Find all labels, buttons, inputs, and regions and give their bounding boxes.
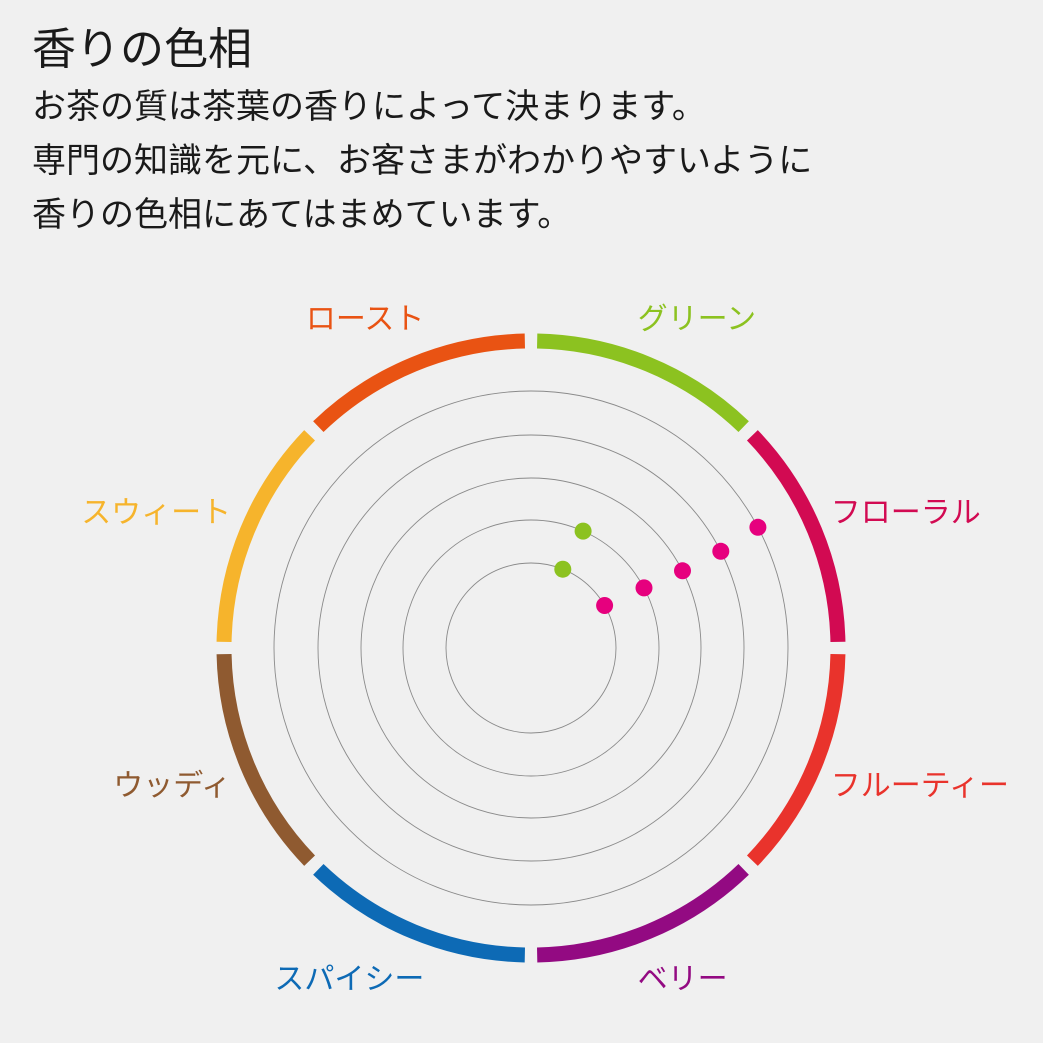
category-label-1: グリーン xyxy=(638,302,757,337)
segment-7 xyxy=(216,430,316,642)
data-point xyxy=(749,518,767,536)
segment-5 xyxy=(313,863,525,963)
data-point xyxy=(574,522,592,540)
grid-ring xyxy=(445,562,617,734)
data-point xyxy=(635,579,653,597)
grid-ring xyxy=(317,434,745,862)
page-title: 香りの色相 xyxy=(32,24,252,75)
description: お茶の質は茶葉の香りによって決まります。 専門の知識を元に、お客さまがわかりやす… xyxy=(32,80,812,242)
segment-4 xyxy=(537,863,749,963)
description-line: 専門の知識を元に、お客さまがわかりやすいように xyxy=(32,141,813,181)
category-label-7: スウィート xyxy=(81,495,231,530)
segment-6 xyxy=(216,654,316,866)
category-label-6: ウッディ xyxy=(113,769,231,804)
category-segments xyxy=(216,333,846,963)
data-point xyxy=(712,542,730,560)
segment-2 xyxy=(746,430,846,642)
description-line: 香りの色相にあてはまめています。 xyxy=(32,195,572,235)
grid-ring xyxy=(360,477,702,819)
segment-8 xyxy=(313,333,525,433)
data-point xyxy=(674,562,691,580)
description-line: お茶の質は茶葉の香りによって決まります。 xyxy=(32,87,706,127)
category-label-4: ベリー xyxy=(638,962,728,997)
segment-3 xyxy=(746,654,846,866)
grid-ring xyxy=(273,390,789,906)
category-label-8: ロースト xyxy=(306,302,425,337)
segment-1 xyxy=(537,333,749,433)
grid-rings xyxy=(273,390,789,906)
category-label-5: スパイシー xyxy=(274,962,424,997)
data-point xyxy=(554,560,572,578)
grid-ring xyxy=(402,519,660,777)
data-point xyxy=(596,597,614,614)
category-label-3: フルーティー xyxy=(831,769,1009,804)
category-label-2: フローラル xyxy=(831,495,981,530)
data-points xyxy=(554,518,767,614)
